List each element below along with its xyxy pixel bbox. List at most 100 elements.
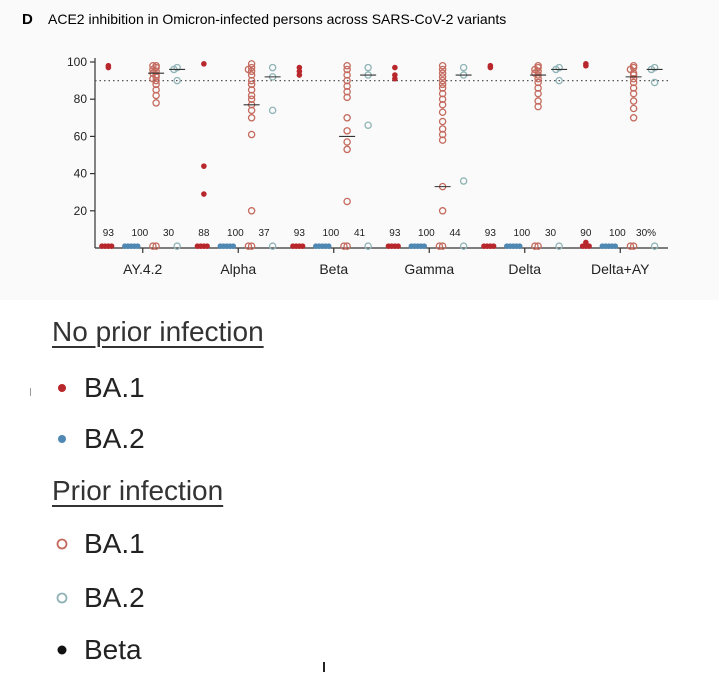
data-point	[247, 76, 256, 85]
data-point	[438, 136, 447, 144]
legend-label: BA.2	[84, 423, 145, 454]
data-point	[534, 242, 542, 250]
legend-item-prior-ba2: BA.2	[50, 580, 145, 616]
percent-label: 100	[132, 228, 149, 239]
data-point	[201, 191, 207, 197]
axes: 20 40 60 80 100 AY.4.2 93 100 30 Alpha 88 100 37 Beta…	[67, 55, 668, 277]
data-point	[408, 243, 415, 249]
data-point	[343, 145, 351, 154]
data-point	[247, 114, 256, 122]
data-point	[230, 243, 236, 249]
chart-panel: D ACE2 inhibition in Omicron-infected pe…	[0, 0, 719, 300]
legend-heading-prior: Prior infection	[52, 475, 224, 506]
filled-dot-icon	[50, 427, 74, 451]
percent-label: 93	[103, 228, 115, 239]
percent-label: 88	[198, 228, 210, 239]
data-point	[583, 62, 589, 69]
data-point	[629, 74, 638, 83]
data-point	[459, 242, 468, 250]
data-point	[247, 91, 256, 100]
data-point	[421, 243, 427, 249]
data-point	[364, 121, 372, 129]
x-category-label: Alpha	[220, 261, 256, 277]
percent-label: 100	[514, 228, 531, 239]
data-point	[343, 127, 351, 135]
data-point	[325, 243, 332, 249]
data-point	[364, 63, 372, 72]
data-point	[438, 69, 447, 77]
data-point	[650, 78, 659, 87]
data-point	[173, 76, 181, 85]
data-point	[392, 75, 398, 82]
data-point	[629, 242, 638, 250]
data-point	[268, 106, 277, 115]
data-point	[247, 207, 256, 215]
percent-label: 90	[580, 228, 592, 239]
filled-dot-icon	[50, 638, 74, 662]
panel-letter: D	[22, 11, 33, 28]
data-point	[201, 163, 207, 169]
legend-item-beta: Beta	[50, 632, 142, 668]
legend-label: Beta	[84, 634, 142, 665]
data-point	[99, 243, 105, 249]
data-point	[152, 76, 160, 85]
data-point	[438, 61, 447, 70]
percent-label: 37	[258, 228, 270, 239]
data-point	[435, 242, 444, 250]
percent-label: 30	[163, 228, 175, 239]
data-point	[385, 243, 392, 249]
legend-item-no-prior-ba2: BA.2	[50, 421, 145, 457]
data-point	[487, 64, 494, 71]
data-point	[438, 101, 447, 109]
scatter-plot: D ACE2 inhibition in Omicron-infected pe…	[22, 11, 668, 277]
data-point	[629, 71, 638, 79]
data-point	[516, 243, 523, 249]
percent-label: 30%	[636, 228, 656, 239]
data-point	[438, 108, 447, 116]
data-point	[438, 73, 447, 81]
data-point	[290, 243, 296, 249]
data-point	[534, 89, 542, 98]
data-point	[531, 242, 539, 250]
legend-label: BA.2	[84, 582, 145, 613]
data-marks	[99, 60, 663, 250]
data-point	[579, 243, 586, 249]
data-point	[555, 76, 563, 85]
percent-label: 93	[294, 228, 306, 239]
legend: No prior infection BA.1 BA.2 Prior infec…	[0, 300, 719, 674]
data-point	[152, 242, 160, 250]
stray-mark	[30, 388, 31, 396]
data-point	[134, 243, 141, 249]
data-point	[534, 102, 542, 111]
data-point	[247, 242, 256, 250]
data-point	[247, 60, 256, 68]
legend-item-no-prior-ba1: BA.1	[50, 370, 145, 406]
percent-label: 41	[354, 228, 366, 239]
percent-label: 30	[545, 228, 557, 239]
data-point	[244, 242, 253, 250]
y-tick-label: 100	[67, 55, 87, 69]
data-point	[268, 63, 277, 72]
y-tick-label: 40	[74, 167, 88, 181]
percent-label: 93	[485, 228, 497, 239]
y-tick-label: 80	[74, 92, 88, 106]
data-point	[343, 114, 351, 122]
data-point	[122, 243, 128, 249]
x-category-label: Beta	[319, 261, 348, 277]
data-point	[599, 243, 606, 249]
data-point	[173, 242, 181, 250]
percent-label: 100	[323, 228, 340, 239]
x-category-label: AY.4.2	[123, 261, 162, 277]
data-point	[268, 242, 277, 250]
data-point	[217, 243, 224, 249]
data-point	[629, 114, 638, 122]
data-point	[395, 243, 401, 249]
legend-heading-no-prior: No prior infection	[52, 316, 264, 347]
legend-item-prior-ba1: BA.1	[50, 526, 145, 562]
stray-mark	[323, 662, 325, 672]
data-point	[459, 63, 468, 72]
data-point	[481, 243, 487, 249]
data-point	[340, 242, 348, 250]
data-point	[364, 242, 372, 250]
x-category-label: Delta+AY	[591, 261, 650, 277]
